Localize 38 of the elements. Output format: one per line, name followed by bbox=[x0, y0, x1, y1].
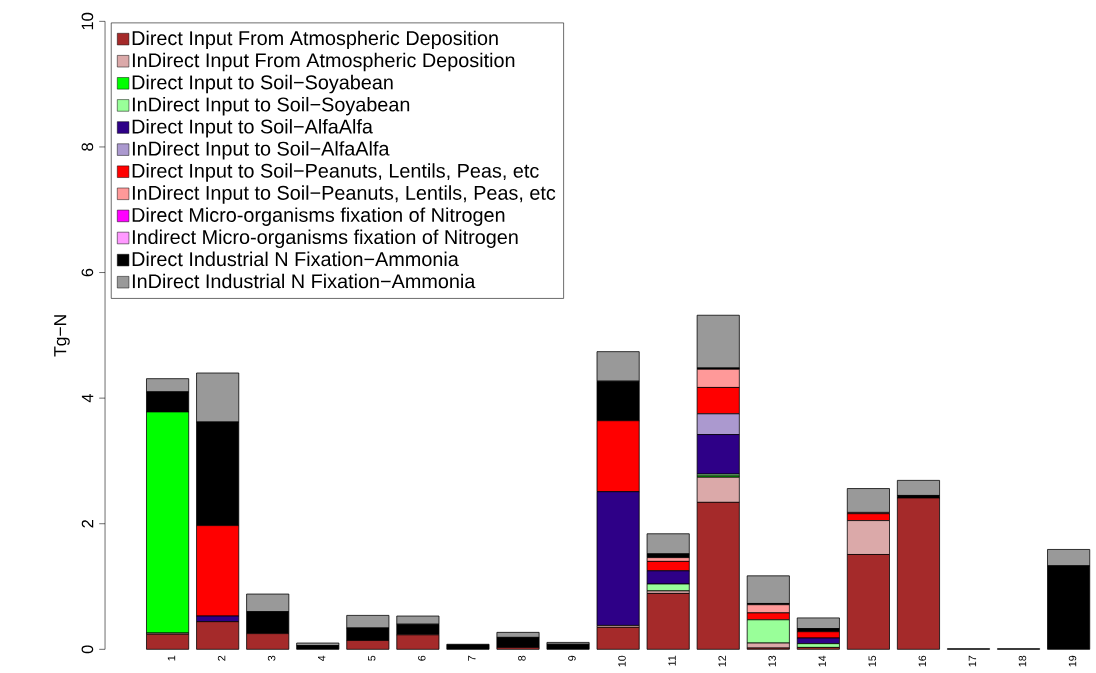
x-tick-label: 16 bbox=[918, 655, 927, 667]
x-tick-label: 7 bbox=[468, 656, 476, 661]
y-tick-label: 0 bbox=[81, 645, 94, 654]
x-tick-label: 17 bbox=[968, 656, 977, 667]
x-tick-label: 1 bbox=[167, 656, 176, 661]
x-tick-label: 19 bbox=[1068, 656, 1077, 667]
x-tick-label: 4 bbox=[318, 655, 326, 662]
legend-label: Direct Industrial N Fixation−Ammonia bbox=[132, 251, 459, 267]
x-tick-label: 11 bbox=[668, 656, 676, 666]
y-tick-label: 10 bbox=[81, 13, 94, 30]
y-axis-title: Tg−N bbox=[54, 315, 70, 357]
legend-label: InDirect Input to Soil−Soyabean bbox=[132, 97, 410, 116]
x-tick-label: 10 bbox=[618, 655, 626, 667]
x-tick-label: 13 bbox=[768, 655, 776, 667]
legend-label: InDirect Input From Atmospheric Deposition bbox=[132, 52, 515, 72]
legend-label: Direct Micro-organisms fixation of Nitrogen bbox=[132, 207, 505, 227]
x-tick-label: 14 bbox=[818, 655, 826, 667]
x-tick-label: 2 bbox=[217, 656, 226, 661]
x-tick-label: 15 bbox=[868, 655, 876, 667]
x-tick-label: 6 bbox=[418, 655, 426, 661]
legend-label: InDirect Input to Soil−AlfaAlfa bbox=[132, 141, 390, 160]
x-tick-label: 3 bbox=[267, 655, 276, 661]
y-tick-label: 6 bbox=[81, 268, 94, 277]
y-tick-label: 2 bbox=[81, 520, 94, 528]
x-tick-label: 9 bbox=[568, 656, 576, 661]
x-tick-label: 8 bbox=[518, 655, 526, 661]
legend-label: InDirect Industrial N Fixation−Ammonia bbox=[132, 273, 476, 289]
y-tick-label: 8 bbox=[81, 143, 94, 151]
legend-label: Direct Input to Soil−AlfaAlfa bbox=[132, 119, 373, 138]
x-tick-label: 12 bbox=[718, 656, 726, 667]
legend-label: InDirect Input to Soil−Peanuts, Lentils, Peas, etc bbox=[132, 185, 556, 204]
y-tick-label: 4 bbox=[81, 394, 94, 403]
legend-label: Direct Input to Soil−Peanuts, Lentils, Peas, etc bbox=[132, 163, 539, 182]
legend-label: Indirect Micro-organisms fixation of Nitrogen bbox=[132, 229, 518, 249]
x-tick-label: 18 bbox=[1018, 655, 1027, 667]
x-tick-label: 5 bbox=[368, 655, 376, 661]
legend-label: Direct Input From Atmospheric Deposition bbox=[132, 30, 498, 50]
legend-label: Direct Input to Soil−Soyabean bbox=[132, 75, 393, 94]
